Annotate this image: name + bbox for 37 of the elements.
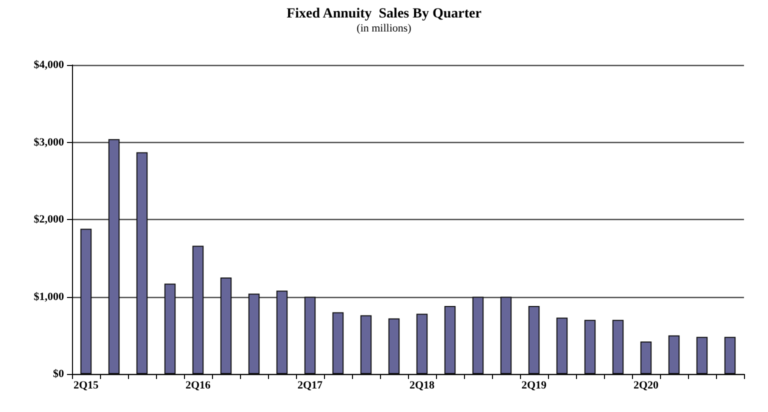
bar <box>472 296 484 374</box>
y-tick-label: $0 <box>53 368 64 380</box>
x-tick-label: 2Q20 <box>633 380 660 392</box>
bar <box>164 284 176 374</box>
bar <box>388 318 400 374</box>
bar <box>612 320 624 374</box>
bar <box>724 336 736 374</box>
bar <box>556 318 568 374</box>
y-tick-label: $4,000 <box>34 59 64 71</box>
bar <box>332 312 344 374</box>
bar <box>416 314 428 374</box>
bar <box>136 152 148 374</box>
x-tick-label: 2Q17 <box>297 380 324 392</box>
bar <box>696 336 708 374</box>
bar <box>640 342 652 374</box>
x-tick-label: 2Q16 <box>185 380 212 392</box>
x-tick-label: 2Q18 <box>409 380 436 392</box>
y-tick-label: $3,000 <box>34 136 64 148</box>
bar <box>360 315 372 374</box>
bar <box>220 277 232 374</box>
bar <box>528 306 540 374</box>
bar <box>192 246 204 374</box>
bar <box>80 228 92 374</box>
bar <box>444 306 456 374</box>
chart-title: Fixed Annuity Sales By Quarter <box>286 6 482 22</box>
bar <box>276 290 288 374</box>
bar <box>108 139 120 374</box>
x-tick-label: 2Q15 <box>73 380 100 392</box>
bar <box>584 320 596 374</box>
y-tick-label: $1,000 <box>34 290 64 303</box>
x-tick-label: 2Q19 <box>521 380 548 392</box>
bar <box>668 335 680 374</box>
bar <box>248 294 260 374</box>
y-tick-label: $2,000 <box>34 214 64 226</box>
chart-subtitle: (in millions) <box>356 22 412 34</box>
bar <box>500 296 512 374</box>
bar <box>304 296 316 374</box>
